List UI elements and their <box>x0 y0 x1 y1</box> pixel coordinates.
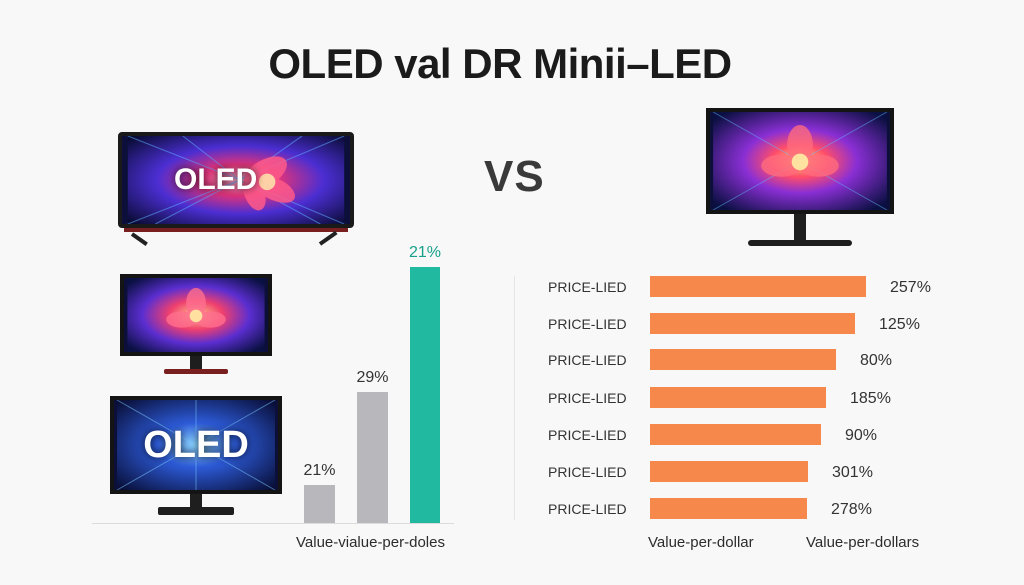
horizontal-bar-1 <box>650 276 866 297</box>
horizontal-bar-category-2: PRICE-LIED <box>548 316 627 332</box>
page-title: OLED val DR Minii–LED <box>268 40 732 87</box>
vs-label: VS <box>484 152 545 201</box>
vertical-bar-2 <box>357 392 388 523</box>
horizontal-bar-6 <box>650 461 808 482</box>
vertical-bar-label-1: 21% <box>303 462 335 479</box>
horizontal-bar-value-5: 90% <box>845 427 877 444</box>
horizontal-bar-category-4: PRICE-LIED <box>548 390 627 406</box>
flower-graphic-middle <box>127 278 265 352</box>
flower-burst-graphic <box>127 136 345 224</box>
burst-graphic-bottom <box>116 400 276 490</box>
flower-graphic <box>712 112 888 210</box>
horizontal-bar-value-2: 125% <box>879 316 920 333</box>
horizontal-bar-value-3: 80% <box>860 352 892 369</box>
horizontal-bar-category-5: PRICE-LIED <box>548 427 627 443</box>
horizontal-bar-value-7: 278% <box>831 501 872 518</box>
vertical-bar-3 <box>410 267 440 523</box>
horizontal-bar-7 <box>650 498 807 519</box>
oled-screen-label-top: OLED <box>174 163 258 196</box>
horizontal-chart-x-label-2: Value-per-dollars <box>806 534 920 551</box>
horizontal-chart-x-label-1: Value-per-dollar <box>648 534 754 551</box>
horizontal-bar-category-6: PRICE-LIED <box>548 464 627 480</box>
horizontal-bar-4 <box>650 387 826 408</box>
vertical-chart-x-label: Value-vialue-per-doles <box>296 534 445 551</box>
horizontal-bar-category-1: PRICE-LIED <box>548 279 627 295</box>
vertical-bar-label-2: 29% <box>356 369 388 386</box>
oled-monitor-illustration-bottom: OLED <box>110 396 282 522</box>
oled-tv-illustration: OLED <box>118 132 354 250</box>
horizontal-bar-3 <box>650 349 836 370</box>
horizontal-bar-value-4: 185% <box>850 390 891 407</box>
horizontal-bar-5 <box>650 424 821 445</box>
oled-screen-label-bottom: OLED <box>143 423 249 466</box>
vertical-chart-baseline <box>92 523 454 524</box>
horizontal-bar-value-1: 257% <box>890 279 931 296</box>
monitor-illustration-middle <box>120 274 272 378</box>
vertical-bar-1 <box>304 485 335 523</box>
horizontal-bar-2 <box>650 313 855 334</box>
horizontal-bar-category-7: PRICE-LIED <box>548 501 627 517</box>
mini-led-monitor-illustration <box>706 108 894 250</box>
vertical-bar-label-3: 21% <box>409 244 441 261</box>
horizontal-bar-value-6: 301% <box>832 464 873 481</box>
horizontal-chart-axis <box>514 276 515 520</box>
horizontal-bar-category-3: PRICE-LIED <box>548 352 627 368</box>
